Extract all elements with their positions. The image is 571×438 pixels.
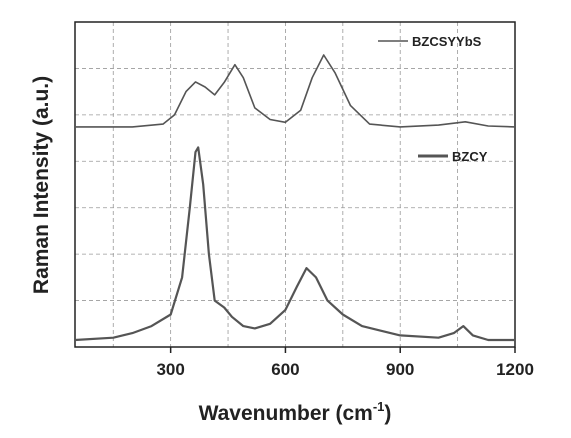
- legend-label: BZCSYYbS: [412, 34, 482, 49]
- x-tick-label: 900: [386, 360, 414, 379]
- plot-frame: [75, 22, 515, 347]
- y-axis-title: Raman Intensity (a.u.): [30, 76, 53, 294]
- x-axis-title-sup: -1: [373, 399, 385, 414]
- legend-label: BZCY: [452, 149, 488, 164]
- chart: Raman Intensity (a.u.) Wavenumber (cm-1)…: [0, 0, 571, 438]
- x-axis-title: Wavenumber (cm-1): [199, 399, 392, 425]
- x-tick-label: 300: [156, 360, 184, 379]
- series-line: [75, 147, 515, 340]
- x-tick-label: 600: [271, 360, 299, 379]
- x-axis-title-end: ): [384, 402, 391, 425]
- series-line: [75, 55, 515, 127]
- page: {"chart_data": {"type": "line", "xlabel"…: [0, 0, 571, 438]
- x-tick-label: 1200: [496, 360, 534, 379]
- x-axis-title-main: Wavenumber (cm: [199, 402, 373, 425]
